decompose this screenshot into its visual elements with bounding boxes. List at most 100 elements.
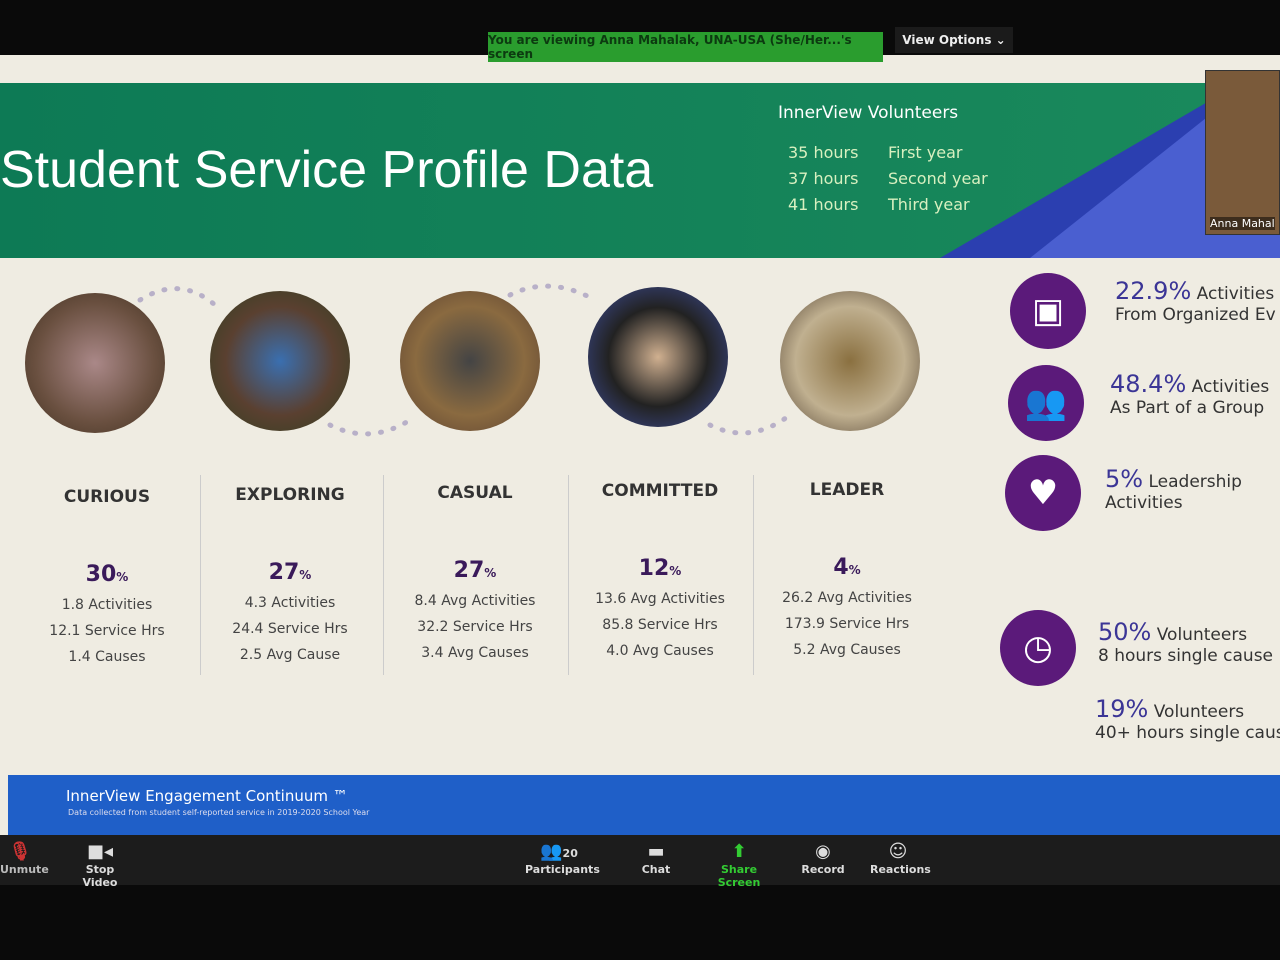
reactions-button[interactable]: ☺ Reactions: [870, 841, 931, 876]
year: Second year: [888, 169, 988, 188]
level-pct: 30%: [17, 562, 197, 587]
hours: 35 hours: [788, 143, 859, 162]
level-committed: COMMITTED 12% 13.6 Avg Activities 85.8 Serv…: [570, 481, 750, 659]
pct-sign: %: [299, 568, 312, 582]
label: Participants: [525, 863, 600, 876]
stat-organized: 22.9% Activities From Organized Ev: [1115, 277, 1276, 325]
year: Third year: [888, 195, 970, 214]
pct-sign: %: [484, 566, 497, 580]
pct-value: 12: [638, 556, 670, 581]
footer-subtitle: Data collected from student self-reporte…: [68, 808, 370, 817]
participant-video[interactable]: Anna Mahal: [1205, 70, 1280, 235]
unmute-button[interactable]: 🎙 Unmute: [0, 841, 49, 876]
divider: [753, 475, 754, 675]
participant-name: Anna Mahal: [1210, 217, 1275, 230]
stat: 26.2 Avg Activities: [782, 590, 912, 606]
pct-value: 4: [833, 555, 849, 580]
participants-button[interactable]: 👥20 Participants: [525, 841, 600, 876]
level-name: EXPLORING: [235, 485, 345, 505]
clock-icon: ◷: [1000, 610, 1076, 686]
stat-group: 48.4% Activities As Part of a Group: [1110, 370, 1269, 418]
leadership-icon: ♥: [1005, 455, 1081, 531]
dotted-path: [137, 283, 793, 437]
slide-title: Student Service Profile Data: [0, 141, 654, 199]
level-pct: 27%: [200, 560, 380, 585]
chat-icon: ▬: [647, 841, 665, 862]
reactions-icon: ☺: [888, 841, 908, 862]
screen-share-notice: You are viewing Anna Mahalak, UNA-USA (S…: [488, 32, 883, 62]
stat: 24.4 Service Hrs: [232, 621, 348, 637]
label: Volunteers: [1153, 702, 1245, 722]
stat: 1.8 Activities: [61, 597, 153, 613]
pct-sign: %: [848, 563, 861, 577]
stat: 5.2 Avg Causes: [793, 642, 901, 658]
share-screen-icon: ⬆: [731, 841, 747, 862]
label: Activities: [1196, 284, 1275, 304]
sub: 40+ hours single cause: [1095, 723, 1280, 743]
photo-curious: [25, 293, 165, 433]
label: Unmute: [0, 863, 49, 876]
stat: 3.4 Avg Causes: [421, 645, 529, 661]
video-camera-icon: ■◂: [86, 841, 114, 862]
level-name: LEADER: [809, 480, 885, 500]
participants-icon: 👥20: [540, 841, 578, 862]
participant-count: 20: [562, 847, 578, 860]
record-icon: ◉: [815, 841, 831, 862]
stat: 4.3 Activities: [244, 595, 336, 611]
sub: From Organized Ev: [1115, 305, 1276, 325]
stop-video-button[interactable]: ■◂ Stop Video: [68, 841, 132, 889]
level-pct: 12%: [570, 556, 750, 581]
label: Volunteers: [1156, 625, 1248, 645]
slide-footer: InnerView Engagement Continuum ™ Data co…: [8, 775, 1280, 835]
hours: 37 hours: [788, 169, 859, 188]
value: 19%: [1095, 695, 1149, 723]
value: 22.9%: [1115, 277, 1192, 305]
value: 5%: [1105, 465, 1144, 493]
stat: 32.2 Service Hrs: [417, 619, 533, 635]
sub: 8 hours single cause: [1098, 646, 1274, 666]
stat: 85.8 Service Hrs: [602, 617, 718, 633]
level-leader: LEADER 4% 26.2 Avg Activities 173.9 Service…: [757, 480, 937, 658]
level-pct: 27%: [385, 558, 565, 583]
photo-leader: [780, 291, 920, 431]
sub: As Part of a Group: [1110, 398, 1265, 418]
calendar-icon: ▣: [1010, 273, 1086, 349]
value: 48.4%: [1110, 370, 1187, 398]
photo-committed: [588, 287, 728, 427]
hours: 41 hours: [788, 195, 859, 214]
label: Stop Video: [82, 863, 118, 889]
stat-50: 50% Volunteers 8 hours single cause: [1098, 618, 1273, 666]
photo-exploring: [210, 291, 350, 431]
level-curious: CURIOUS 30% 1.8 Activities 12.1 Service Hrs…: [17, 487, 197, 665]
value: 50%: [1098, 618, 1152, 646]
level-name: CASUAL: [437, 483, 513, 503]
volunteer-row: 41 hours Third year: [788, 195, 988, 214]
stat: 8.4 Avg Activities: [414, 593, 536, 609]
meeting-toolbar: 🎙 Unmute ■◂ Stop Video 👥20 Participants ▬ Ch…: [0, 835, 1280, 889]
stat: 173.9 Service Hrs: [784, 616, 910, 632]
group-icon: 👥: [1008, 365, 1084, 441]
stat: 13.6 Avg Activities: [595, 591, 725, 607]
level-name: COMMITTED: [601, 481, 719, 501]
footer-title: InnerView Engagement Continuum ™: [66, 787, 348, 805]
record-button[interactable]: ◉ Record: [800, 841, 846, 876]
label: Reactions: [870, 863, 931, 876]
pct-sign: %: [116, 570, 129, 584]
view-options-button[interactable]: View Options ⌄: [895, 27, 1013, 53]
level-exploring: EXPLORING 27% 4.3 Activities 24.4 Service H…: [200, 485, 380, 663]
photo-casual: [400, 291, 540, 431]
level-name: CURIOUS: [63, 487, 151, 507]
muted-mic-icon: 🎙: [8, 841, 32, 862]
label: Leadership: [1148, 472, 1242, 492]
shared-slide: Student Service Profile Data InnerView V…: [0, 55, 1280, 835]
divider: [568, 475, 569, 675]
volunteer-row: 37 hours Second year: [788, 169, 988, 188]
year: First year: [888, 143, 963, 162]
pct-value: 30: [85, 562, 117, 587]
divider: [200, 475, 201, 675]
share-screen-button[interactable]: ⬆ Share Screen: [700, 841, 778, 889]
chat-button[interactable]: ▬ Chat: [638, 841, 674, 876]
divider: [383, 475, 384, 675]
stat-19: 19% Volunteers 40+ hours single cause: [1095, 695, 1280, 743]
pct-value: 27: [453, 558, 485, 583]
